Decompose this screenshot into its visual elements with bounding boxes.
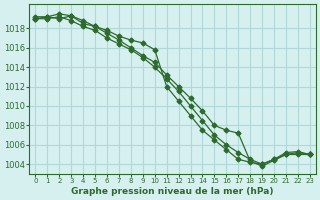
X-axis label: Graphe pression niveau de la mer (hPa): Graphe pression niveau de la mer (hPa) [71, 187, 274, 196]
